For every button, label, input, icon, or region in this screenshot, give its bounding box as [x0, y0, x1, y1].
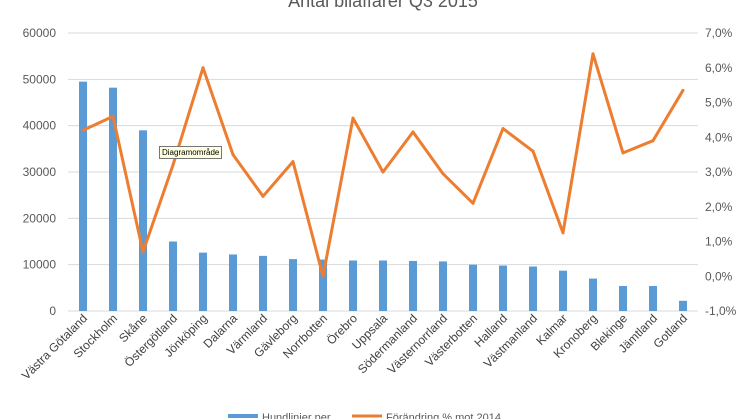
- line-point: [471, 201, 475, 205]
- bar: [199, 252, 207, 311]
- bar: [679, 300, 687, 311]
- line-point: [591, 52, 595, 56]
- line-point: [291, 160, 295, 164]
- bar: [379, 260, 387, 311]
- line-point: [261, 194, 265, 198]
- bar: [79, 81, 87, 312]
- y-right-tick-label: 7,0%: [705, 26, 733, 40]
- line-point: [201, 66, 205, 70]
- line-point: [531, 149, 535, 153]
- y-right-tick-label: 1,0%: [705, 235, 733, 249]
- legend-bar-label: Hundlinjer per: [262, 412, 331, 419]
- line-point: [141, 250, 145, 254]
- y-left-tick-label: 40000: [23, 119, 57, 133]
- y-left-tick-label: 10000: [23, 258, 57, 272]
- bar: [409, 260, 417, 311]
- line-point: [681, 88, 685, 92]
- bar: [589, 278, 597, 311]
- line-point: [111, 114, 115, 118]
- bar: [499, 265, 507, 311]
- y-left-tick-label: 20000: [23, 211, 57, 225]
- line-point: [411, 130, 415, 134]
- bar: [289, 259, 297, 311]
- y-right-tick-label: -1,0%: [705, 304, 737, 318]
- bar: [109, 87, 117, 311]
- line-point: [651, 139, 655, 143]
- y-left-tick-label: 50000: [23, 72, 57, 86]
- bar: [169, 241, 177, 311]
- bar: [619, 285, 627, 311]
- bar: [139, 130, 147, 311]
- line-point: [171, 163, 175, 167]
- line-point: [501, 127, 505, 131]
- bar: [559, 270, 567, 311]
- bar: [649, 285, 657, 311]
- line-point: [321, 274, 325, 278]
- y-right-tick-label: 0,0%: [705, 269, 733, 283]
- line-point: [351, 116, 355, 120]
- y-right-tick-label: 2,0%: [705, 200, 733, 214]
- chart-title: Antal bilaffärer Q3 2015: [288, 0, 478, 11]
- chart-area-tooltip: Diagramområde: [159, 146, 223, 159]
- y-right-tick-label: 4,0%: [705, 130, 733, 144]
- legend-line-label: Förändring % mot 2014: [386, 412, 501, 419]
- y-right-tick-label: 5,0%: [705, 96, 733, 110]
- line-point: [231, 153, 235, 157]
- bar: [319, 259, 327, 311]
- y-right-tick-label: 3,0%: [705, 165, 733, 179]
- y-left-tick-label: 0: [49, 304, 56, 318]
- x-category-label: Gotland: [651, 311, 691, 351]
- line-point: [381, 170, 385, 174]
- y-right-tick-label: 6,0%: [705, 61, 733, 75]
- line-point: [621, 151, 625, 155]
- y-left-tick-label: 60000: [23, 26, 57, 40]
- bar: [469, 264, 477, 311]
- bar: [439, 261, 447, 311]
- y-left-tick-label: 30000: [23, 165, 57, 179]
- bar: [229, 254, 237, 311]
- bar: [259, 255, 267, 311]
- line-point: [441, 172, 445, 176]
- line-point: [81, 128, 85, 132]
- legend-bar-swatch: [228, 414, 258, 418]
- bar: [529, 266, 537, 311]
- line-point: [561, 231, 565, 235]
- bar: [349, 260, 357, 311]
